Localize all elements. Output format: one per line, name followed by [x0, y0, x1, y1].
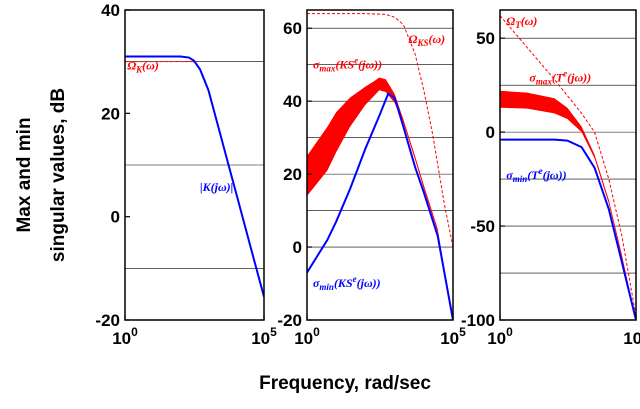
- x-tick-label: 100: [294, 325, 320, 348]
- curve-annotation: σmin(Te(jω)): [506, 166, 566, 184]
- curve-annotation: ΩK(ω): [127, 58, 159, 74]
- singular-value-line: [500, 138, 636, 320]
- x-axis-label: Frequency, rad/sec: [259, 373, 431, 394]
- y-tick-label: 20: [101, 104, 120, 123]
- y-tick-label: -50: [470, 217, 495, 236]
- plot-frame: [306, 9, 454, 321]
- y-axis-label-line1: Max and min: [14, 117, 35, 232]
- plot-frame: [124, 9, 265, 321]
- y-tick-label: 0: [293, 238, 302, 257]
- curve-annotation: ΩKS(ω): [409, 32, 446, 48]
- singular-value-line: [125, 55, 264, 298]
- y-tick-label: -100: [461, 311, 495, 330]
- x-tick-label: 105: [623, 325, 640, 348]
- curve-annotation: σmin(KSe(jω)): [313, 274, 381, 292]
- x-tick-label: 100: [112, 325, 138, 348]
- curve-annotation: |K(jω)|: [200, 180, 233, 194]
- y-tick-label: 60: [283, 19, 302, 38]
- singular-value-line: [307, 92, 453, 320]
- y-tick-label: 0: [111, 208, 120, 227]
- curve-annotation: σmax(Te(jω)): [529, 68, 591, 86]
- bound-line: [500, 15, 636, 317]
- y-axis-label-line2: singular values, dB: [48, 88, 69, 262]
- y-tick-label: 40: [101, 1, 120, 20]
- curve-annotation: ΩT(ω): [506, 14, 537, 30]
- y-tick-label: 20: [283, 165, 302, 184]
- y-tick-label: -20: [95, 311, 120, 330]
- curve-annotation: σmax(KSe(jω)): [313, 55, 382, 73]
- sigma-max-band: [500, 90, 636, 320]
- y-tick-label: 0: [486, 123, 495, 142]
- x-tick-label: 105: [251, 325, 277, 348]
- bound-line: [307, 13, 453, 248]
- x-tick-label: 100: [487, 325, 513, 348]
- y-tick-label: -20: [277, 311, 302, 330]
- y-tick-label: 40: [283, 92, 302, 111]
- plot-frame: [499, 9, 637, 321]
- sigma-max-band: [307, 77, 453, 320]
- y-tick-label: 50: [476, 29, 495, 48]
